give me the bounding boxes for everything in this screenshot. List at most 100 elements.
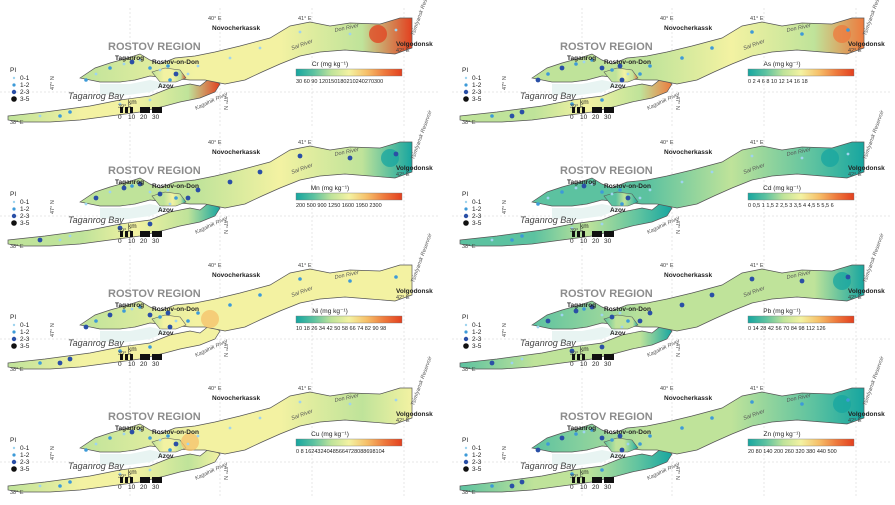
scale-unit: km xyxy=(580,223,589,230)
city-azov: Azov xyxy=(158,453,174,460)
city-rostov: Rostov-on-Don xyxy=(152,183,199,190)
bay-water xyxy=(552,450,622,466)
scale-tick-0: 0 xyxy=(570,361,574,368)
pi-point xyxy=(599,435,605,441)
pi-point xyxy=(709,292,715,298)
lat-47-right: 47° N xyxy=(222,343,228,357)
map-panel-pb: ROSTOV REGION Taganrog Rostov-on-Don Nov… xyxy=(452,232,892,375)
pi-point xyxy=(148,98,152,102)
city-taganrog: Taganrog xyxy=(567,425,596,432)
city-novocherkassk: Novocherkassk xyxy=(664,149,712,156)
pi-point xyxy=(647,310,653,316)
lat-47: 47° N xyxy=(502,200,508,214)
city-taganrog: Taganrog xyxy=(115,425,144,432)
pi-legend-swatch-2 xyxy=(11,336,17,342)
lon-39: 39° E xyxy=(118,104,132,110)
city-rostov: Rostov-on-Don xyxy=(604,429,651,436)
pi-legend-swatch-3 xyxy=(11,343,17,349)
pi-point xyxy=(58,484,62,488)
pi-legend-swatch-0 xyxy=(464,323,468,327)
pi-legend-swatch-2 xyxy=(463,89,469,95)
scale-tick-10: 10 xyxy=(580,361,588,368)
lon-39: 39° E xyxy=(118,351,132,357)
region-label: ROSTOV REGION xyxy=(108,165,201,177)
city-volgodonsk: Volgodonsk xyxy=(848,165,885,172)
pi-point xyxy=(618,311,622,315)
lat-47: 47° N xyxy=(502,446,508,460)
pi-legend-title: PI xyxy=(462,67,468,74)
bay-water xyxy=(552,80,622,96)
pi-point xyxy=(84,202,88,206)
color-bar: Ni (mg kg⁻¹) 10 18 26 34 42 50 58 66 74 … xyxy=(295,308,403,332)
city-taganrog: Taganrog xyxy=(115,55,144,62)
pi-legend-label-3: 3-5 xyxy=(472,343,482,350)
pi-point xyxy=(122,432,126,436)
pi-point xyxy=(559,435,565,441)
pi-point xyxy=(147,221,153,227)
city-volgodonsk: Volgodonsk xyxy=(396,288,433,295)
map-panel-as: ROSTOV REGION Taganrog Rostov-on-Don Nov… xyxy=(452,0,892,128)
city-rostov: Rostov-on-Don xyxy=(604,59,651,66)
pi-point xyxy=(560,190,564,194)
pi-point xyxy=(148,436,152,440)
pi-point xyxy=(570,102,574,106)
pi-point xyxy=(347,155,353,161)
lon-38: 38° E xyxy=(462,244,476,250)
pi-points xyxy=(37,151,399,243)
pi-point xyxy=(509,483,515,489)
lon-41: 41° E xyxy=(298,140,312,146)
scale-unit: km xyxy=(128,99,137,106)
pi-point xyxy=(560,313,564,317)
pi-legend-label-1: 1-2 xyxy=(20,452,30,459)
color-bar: Zn (mg kg⁻¹) 20 80 140 200 260 320 380 4… xyxy=(747,431,855,455)
pi-legend-label-3: 3-5 xyxy=(472,96,482,103)
pi-point xyxy=(38,484,42,488)
pi-legend-title: PI xyxy=(10,314,16,321)
bay-water xyxy=(552,204,622,220)
pi-point xyxy=(490,484,494,488)
pi-point xyxy=(173,71,179,77)
don-river-label: Don River xyxy=(334,147,360,158)
pi-point xyxy=(800,156,804,160)
pi-point xyxy=(600,222,604,226)
pi-point xyxy=(118,472,122,476)
pi-legend-label-2: 2-3 xyxy=(472,213,482,220)
scale-tick-0: 0 xyxy=(118,484,122,491)
pi-point xyxy=(174,196,178,200)
pi-point xyxy=(258,46,262,50)
pi-legend-swatch-0 xyxy=(12,200,16,204)
pi-point xyxy=(750,154,754,158)
region-label: ROSTOV REGION xyxy=(560,288,653,300)
pi-point xyxy=(394,275,398,279)
city-rostov: Rostov-on-Don xyxy=(604,306,651,313)
scale-tick-10: 10 xyxy=(580,114,588,121)
pi-legend-label-3: 3-5 xyxy=(20,466,30,473)
pi-legend: PI 0-11-22-33-5 xyxy=(10,314,30,350)
pi-legend: PI 0-11-22-33-5 xyxy=(462,437,482,473)
pi-legend-swatch-2 xyxy=(463,213,469,219)
pi-legend-swatch-0 xyxy=(12,323,16,327)
pi-point xyxy=(545,318,551,324)
pi-point xyxy=(58,114,62,118)
lat-47-right: 47° N xyxy=(222,220,228,234)
pi-point xyxy=(107,312,113,318)
pi-point xyxy=(589,304,595,310)
color-bar: Cu (mg kg⁻¹) 0 8 16243240485664728088698… xyxy=(295,431,403,455)
lon-42: 42° E xyxy=(848,295,862,301)
lon-42: 42° E xyxy=(848,48,862,54)
pi-legend-swatch-0 xyxy=(12,76,16,80)
pi-point xyxy=(166,64,170,68)
pi-point xyxy=(122,309,126,313)
pi-legend-swatch-3 xyxy=(11,96,17,102)
don-river-label: Don River xyxy=(786,23,812,34)
scale-tick-10: 10 xyxy=(580,238,588,245)
pi-legend-swatch-0 xyxy=(464,200,468,204)
pi-point xyxy=(117,225,123,231)
city-rostov: Rostov-on-Don xyxy=(152,306,199,313)
bay-water xyxy=(100,450,170,466)
pi-point xyxy=(186,319,190,323)
scale-tick-30: 30 xyxy=(604,114,612,121)
pi-point xyxy=(68,110,72,114)
pi-point xyxy=(574,432,578,436)
pi-legend-title: PI xyxy=(462,191,468,198)
